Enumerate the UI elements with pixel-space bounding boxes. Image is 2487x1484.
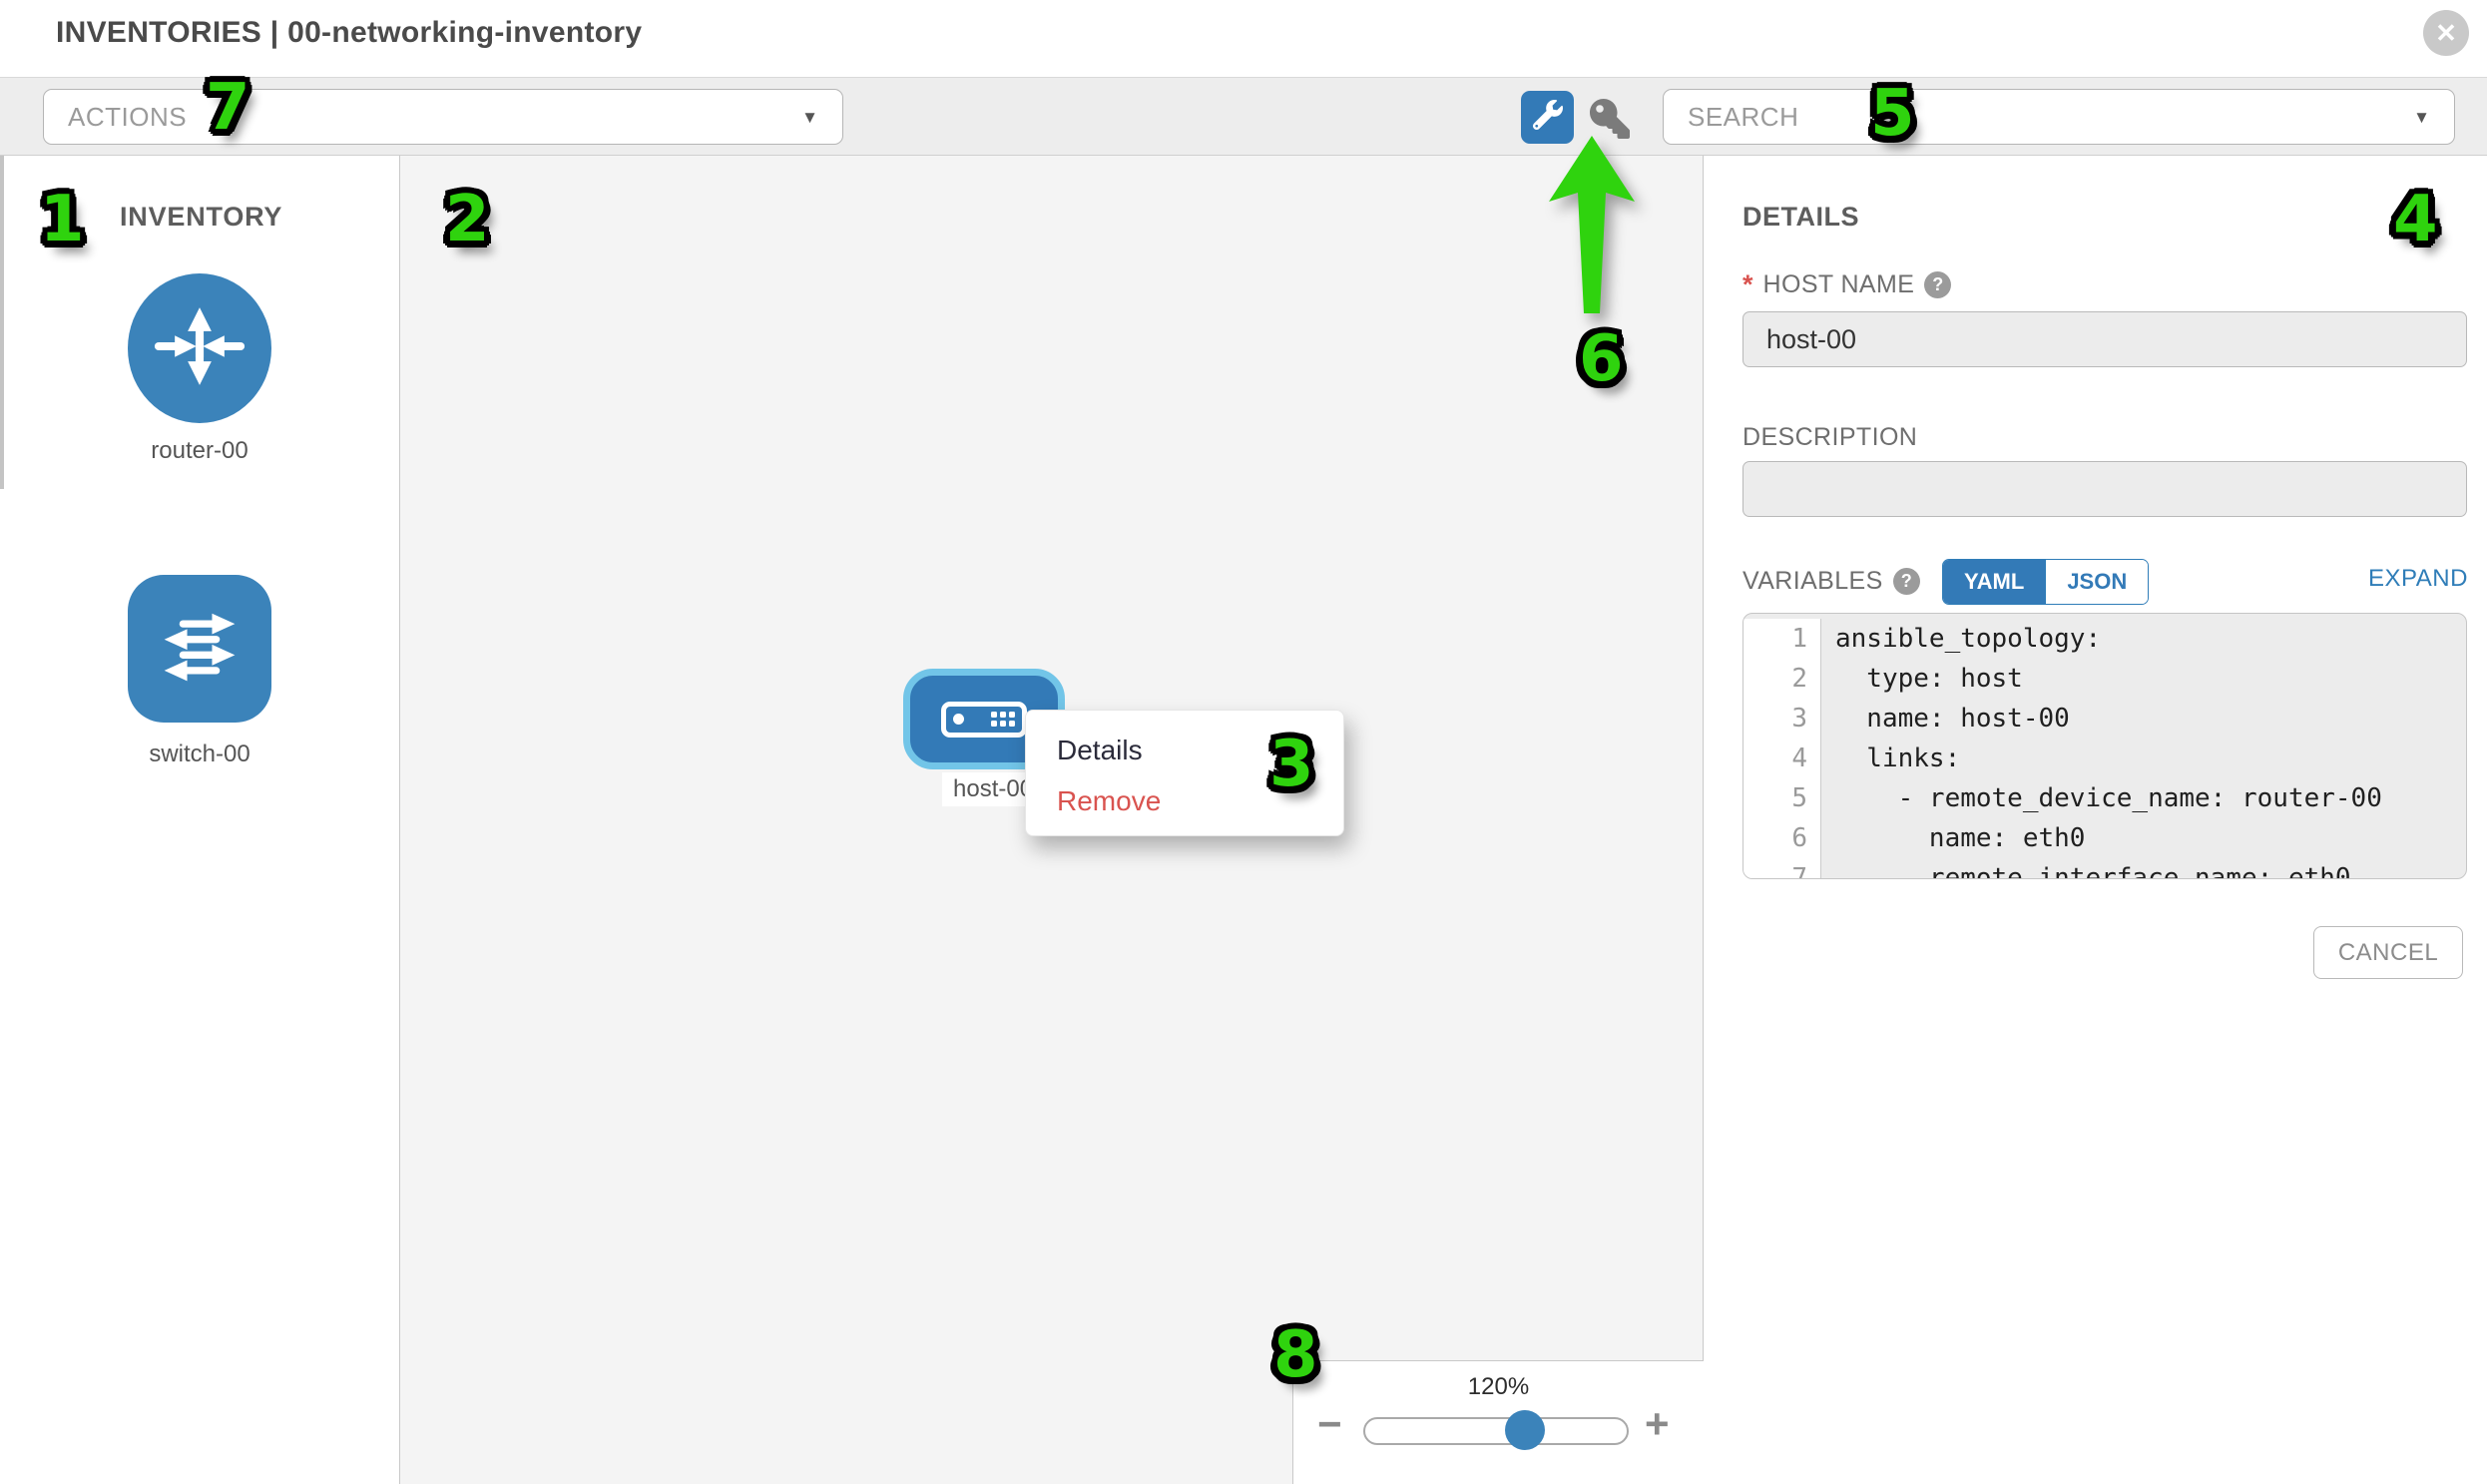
palette-item-label: router-00 — [151, 437, 249, 464]
cancel-button[interactable]: CANCEL — [2313, 926, 2463, 979]
zoom-slider[interactable] — [1363, 1410, 1629, 1450]
host-name-label: HOST NAME — [1762, 270, 1915, 298]
code-line: 2 type: host — [1743, 659, 2466, 699]
details-title: DETAILS — [1742, 202, 1859, 232]
line-number: 7 — [1743, 858, 1821, 878]
menu-item-details[interactable]: Details — [1057, 734, 1143, 765]
host-node[interactable] — [903, 669, 1065, 769]
wrench-icon — [1532, 100, 1563, 135]
line-number: 1 — [1743, 619, 1821, 659]
chevron-down-icon: ▼ — [801, 107, 818, 127]
details-panel: DETAILS * HOST NAME ? DESCRIPTION VARIAB… — [1704, 156, 2487, 1484]
json-toggle-button[interactable]: JSON — [2045, 560, 2149, 604]
variables-code-editor[interactable]: 1 ansible_topology: 2 type: host 3 name:… — [1742, 613, 2467, 879]
palette-item-switch[interactable] — [128, 575, 271, 723]
code-line: 7 remote_interface_name: eth0 — [1743, 858, 2466, 879]
required-asterisk: * — [1742, 269, 1753, 299]
menu-item-remove[interactable]: Remove — [1057, 784, 1162, 816]
line-text: name: eth0 — [1835, 823, 2086, 853]
credentials-key-button[interactable] — [1587, 98, 1633, 140]
variables-label-row: VARIABLES ? — [1742, 567, 1920, 596]
palette-item-label: switch-00 — [149, 741, 250, 767]
zoom-out-button[interactable]: − — [1317, 1400, 1342, 1447]
search-dropdown-label: SEARCH — [1688, 101, 1799, 132]
toolbar: ACTIONS ▼ SEARCH ▼ — [0, 77, 2487, 156]
code-line: 5 - remote_device_name: router-00 — [1743, 778, 2466, 818]
palette-item-router[interactable] — [128, 273, 271, 423]
inventory-palette: INVENTORY router-00 — [0, 156, 400, 1484]
topology-canvas[interactable]: host-00 Details Remove 120% − + — [400, 156, 1704, 1484]
line-number: 3 — [1743, 699, 1821, 739]
close-icon: ✕ — [2435, 17, 2457, 48]
code-line: 6 name: eth0 — [1743, 818, 2466, 858]
zoom-level: 120% — [1467, 1373, 1530, 1400]
zoom-slider-knob[interactable] — [1505, 1410, 1545, 1450]
line-text: name: host-00 — [1835, 704, 2070, 734]
line-number: 4 — [1743, 739, 1821, 778]
switch-icon — [148, 595, 251, 704]
code-line: 3 name: host-00 — [1743, 699, 2466, 739]
router-icon — [146, 292, 253, 405]
line-text: remote_interface_name: eth0 — [1835, 863, 2351, 879]
key-icon — [1590, 99, 1630, 139]
line-text: links: — [1835, 743, 1961, 773]
host-icon — [941, 701, 1027, 738]
page-title: INVENTORIES | 00-networking-inventory — [56, 16, 643, 49]
yaml-toggle-button[interactable]: YAML — [1943, 560, 2046, 604]
scrollbar — [0, 156, 4, 489]
search-dropdown[interactable]: SEARCH ▼ — [1663, 89, 2455, 145]
description-label: DESCRIPTION — [1742, 423, 1918, 451]
zoom-in-button[interactable]: + — [1645, 1400, 1670, 1447]
help-icon[interactable]: ? — [1892, 568, 1920, 595]
app-header: INVENTORIES | 00-networking-inventory ✕ — [0, 0, 2487, 77]
line-text: - remote_device_name: router-00 — [1835, 783, 2382, 813]
line-text: ansible_topology: — [1835, 624, 2102, 654]
code-line: 4 links: — [1743, 739, 2466, 778]
chevron-down-icon: ▼ — [2413, 107, 2430, 127]
line-number: 2 — [1743, 659, 1821, 699]
variables-label: VARIABLES — [1742, 567, 1883, 595]
line-text: type: host — [1835, 664, 2023, 694]
inventory-palette-title: INVENTORY — [120, 202, 283, 232]
code-line: 1 ansible_topology: — [1743, 619, 2466, 659]
close-button[interactable]: ✕ — [2423, 10, 2469, 56]
expand-link[interactable]: EXPAND — [2368, 565, 2468, 592]
actions-dropdown[interactable]: ACTIONS ▼ — [43, 89, 843, 145]
tools-button[interactable] — [1521, 91, 1574, 144]
variables-format-toggle: YAML JSON — [1942, 559, 2150, 605]
line-number: 5 — [1743, 778, 1821, 818]
host-name-label-row: * HOST NAME ? — [1742, 269, 1952, 300]
actions-dropdown-label: ACTIONS — [68, 101, 188, 132]
line-number: 6 — [1743, 818, 1821, 858]
zoom-control: 120% − + — [1292, 1360, 1704, 1484]
node-context-menu: Details Remove — [1025, 710, 1344, 836]
host-name-input[interactable] — [1742, 311, 2467, 367]
description-input[interactable] — [1742, 461, 2467, 517]
description-label-row: DESCRIPTION — [1742, 423, 1917, 452]
help-icon[interactable]: ? — [1924, 271, 1952, 298]
